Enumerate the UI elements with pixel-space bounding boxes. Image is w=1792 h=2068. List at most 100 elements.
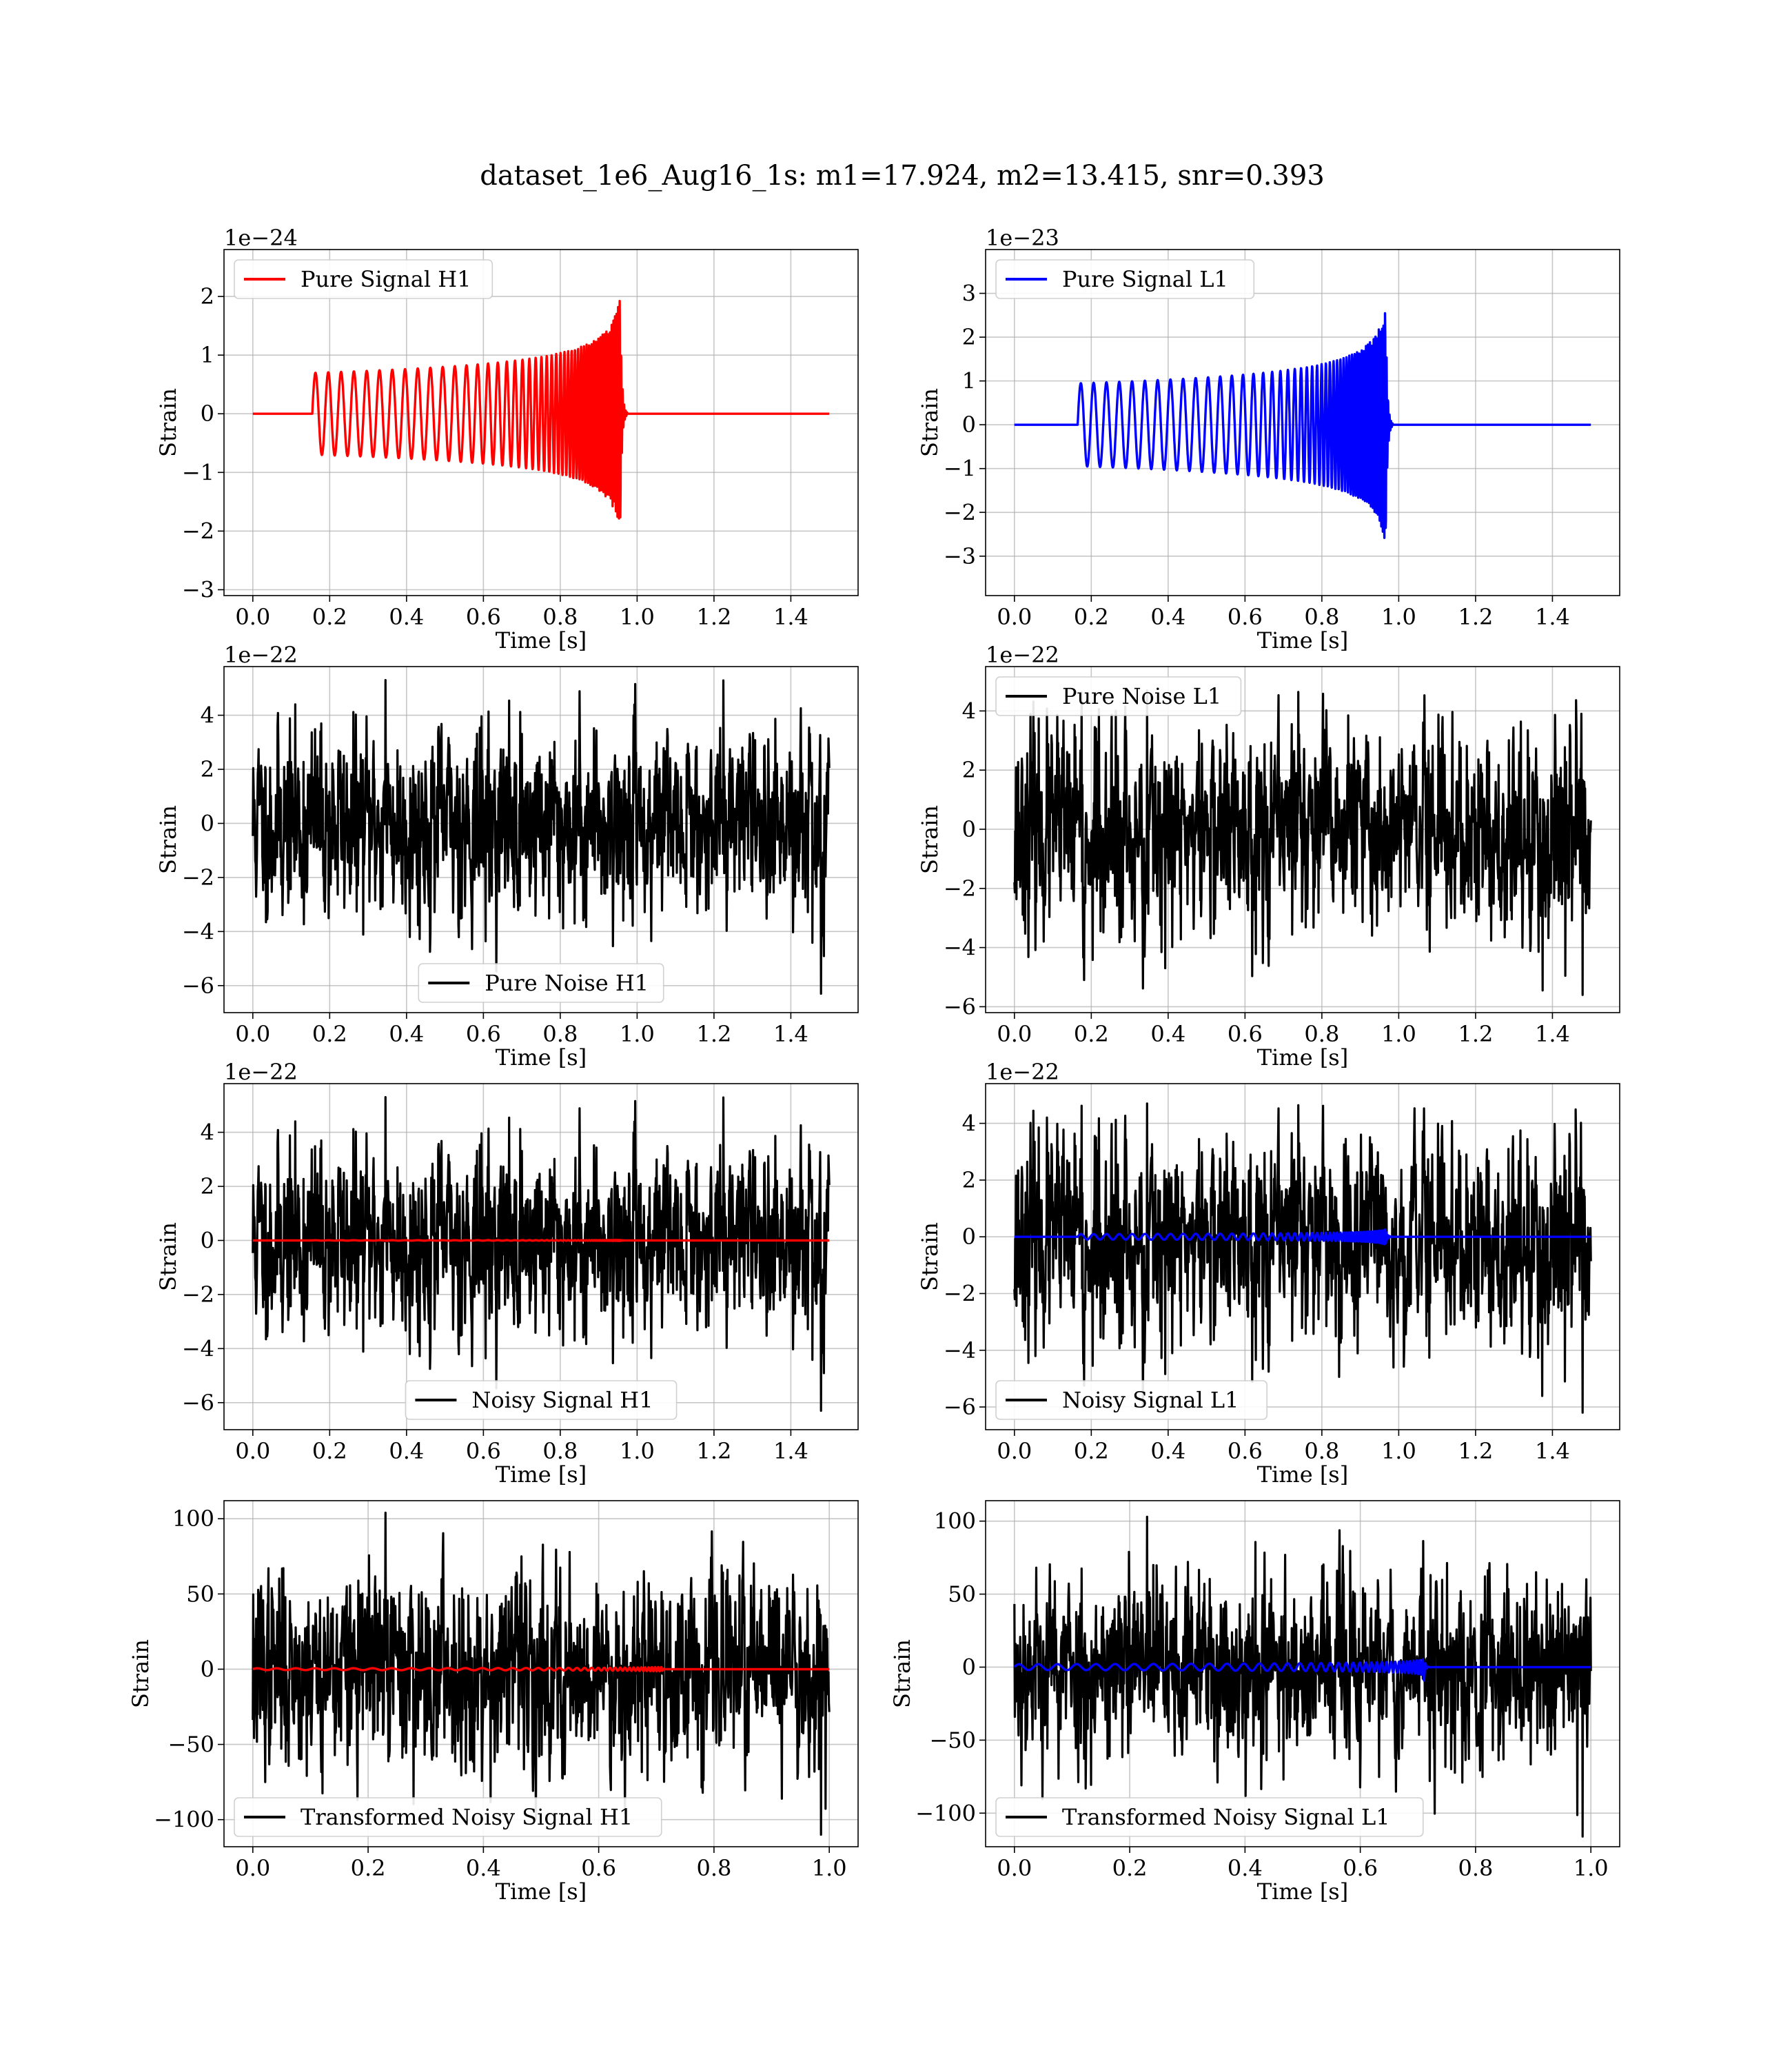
y-tick-label: −6 (182, 973, 214, 999)
y-tick-label: −50 (167, 1732, 214, 1758)
x-axis-label: Time [s] (496, 1461, 587, 1488)
legend: Transformed Noisy Signal L1 (995, 1797, 1424, 1837)
y-tick-label: −2 (944, 875, 976, 902)
y-tick-label: −100 (154, 1807, 214, 1833)
series-line-noisy-signal-h1 (252, 1096, 831, 1412)
y-tick-label: 0 (962, 816, 976, 842)
y-tick-label: 2 (962, 1167, 976, 1193)
x-tick-label: 0.6 (581, 1855, 616, 1881)
y-tick-label: −2 (182, 1281, 214, 1308)
y-offset-label: 1e−23 (986, 225, 1059, 251)
x-tick-label: 0.8 (696, 1855, 731, 1881)
series-line-transformed-signal-h1 (252, 1665, 831, 1673)
y-tick-label: 3 (962, 281, 976, 307)
y-axis-label: Strain (128, 1639, 154, 1708)
x-tick-label: 1.0 (1574, 1855, 1609, 1881)
y-tick-label: 0 (201, 1656, 214, 1682)
x-tick-label: 0.0 (235, 1438, 270, 1464)
x-tick-label: 0.6 (466, 1021, 501, 1047)
panel-noisy-signal-l1: 0.0 0.2 0.4 0.6 0.8 1.0 1.2 1.4 −6 −4 −2 0 2 4 Time [s… (917, 1059, 1620, 1488)
legend-label: Pure Noise L1 (1062, 683, 1221, 709)
y-tick-label: −2 (944, 499, 976, 525)
x-tick-label: 1.2 (696, 604, 731, 630)
x-tick-label: 0.0 (997, 1021, 1032, 1047)
x-tick-label: 0.4 (466, 1855, 501, 1881)
x-tick-label: 1.0 (1381, 604, 1416, 630)
x-tick-label: 0.8 (1304, 604, 1339, 630)
x-tick-label: 0.0 (235, 604, 270, 630)
y-tick-label: −4 (944, 1337, 976, 1364)
x-tick-label: 0.0 (997, 604, 1032, 630)
x-axis-label: Time [s] (496, 1044, 587, 1071)
x-tick-label: 1.4 (1535, 604, 1570, 630)
y-tick-label: −2 (182, 518, 214, 544)
x-tick-label: 0.2 (1074, 1438, 1109, 1464)
legend-label: Pure Noise H1 (485, 970, 649, 996)
y-tick-label: −4 (944, 935, 976, 961)
x-tick-label: 1.0 (620, 604, 655, 630)
x-tick-label: 0.2 (1074, 604, 1109, 630)
y-tick-label: 0 (201, 401, 214, 427)
x-axis-label: Time [s] (1257, 1461, 1348, 1488)
legend-box (995, 676, 1242, 716)
panel-pure-signal-h1: 0.0 0.2 0.4 0.6 0.8 1.0 1.2 1.4 −3 −2 −1 0 1 2 Time [s… (155, 225, 859, 653)
y-tick-label: 100 (934, 1508, 976, 1534)
x-tick-label: 0.6 (1228, 1021, 1263, 1047)
panel-transformed-noisy-signal-l1: 0.0 0.2 0.4 0.6 0.8 1.0 −100 −50 0 50 100 Time [s] S… (889, 1500, 1620, 1905)
y-tick-label: 1 (201, 342, 214, 368)
x-tick-label: 0.2 (1074, 1021, 1109, 1047)
y-tick-label: −2 (182, 864, 214, 891)
panel-transformed-noisy-signal-h1: 0.0 0.2 0.4 0.6 0.8 1.0 −100 −50 0 50 100 Time [s] S… (128, 1500, 859, 1905)
y-axis-label: Strain (889, 1639, 915, 1708)
y-axis-label: Strain (155, 1222, 181, 1291)
legend: Pure Signal H1 (234, 259, 493, 299)
legend-label: Noisy Signal L1 (1062, 1387, 1239, 1413)
y-offset-label: 1e−22 (986, 642, 1059, 668)
axes-frame (223, 1500, 859, 1847)
legend-box (405, 1380, 678, 1420)
x-axis-label: Time [s] (1257, 1878, 1348, 1905)
y-tick-label: 4 (962, 1111, 976, 1137)
x-axis-label: Time [s] (496, 627, 587, 653)
y-offset-label: 1e−22 (986, 1059, 1059, 1085)
x-tick-label: 0.6 (1343, 1855, 1378, 1881)
axes-frame (223, 249, 859, 596)
series-line-transformed-noisy-signal-h1 (252, 1511, 831, 1836)
x-tick-label: 0.2 (312, 604, 347, 630)
legend: Transformed Noisy Signal H1 (234, 1797, 662, 1837)
series-line-pure-noise-l1 (1013, 689, 1592, 996)
y-tick-label: −2 (944, 1280, 976, 1306)
x-tick-label: 0.2 (312, 1438, 347, 1464)
series-line-pure-signal-h1 (252, 300, 831, 520)
series-line-transformed-signal-l1 (1013, 1658, 1592, 1682)
x-tick-label: 0.0 (997, 1855, 1032, 1881)
y-tick-label: 2 (201, 1173, 214, 1199)
panel-pure-noise-h1: 0.0 0.2 0.4 0.6 0.8 1.0 1.2 1.4 −6 −4 −2 0 2 4 Time [s… (155, 642, 859, 1071)
legend-label: Transformed Noisy Signal H1 (301, 1804, 633, 1830)
x-tick-label: 1.2 (1458, 1021, 1493, 1047)
legend: Noisy Signal H1 (405, 1380, 678, 1420)
x-tick-label: 0.2 (1112, 1855, 1148, 1881)
x-tick-label: 1.0 (1381, 1021, 1416, 1047)
y-tick-label: 100 (172, 1506, 214, 1532)
y-tick-label: 1 (962, 368, 976, 394)
x-tick-label: 0.6 (1228, 1438, 1263, 1464)
y-tick-label: −4 (182, 1335, 214, 1361)
y-tick-label: 2 (962, 324, 976, 350)
y-tick-label: −50 (929, 1727, 976, 1753)
legend-label: Pure Signal H1 (301, 266, 471, 292)
y-offset-label: 1e−22 (224, 1059, 298, 1085)
y-tick-label: 0 (201, 810, 214, 836)
y-axis-label: Strain (917, 805, 943, 874)
x-tick-label: 1.0 (620, 1021, 655, 1047)
legend: Pure Signal L1 (995, 259, 1255, 299)
series-line-pure-signal-h1 (252, 1239, 831, 1242)
x-tick-label: 0.4 (389, 604, 424, 630)
x-tick-label: 0.8 (542, 604, 578, 630)
legend-label: Noisy Signal H1 (471, 1387, 653, 1413)
y-tick-label: 50 (186, 1581, 214, 1607)
axes-frame (223, 1083, 859, 1430)
x-tick-label: 0.0 (235, 1021, 270, 1047)
y-tick-label: −6 (182, 1390, 214, 1416)
x-tick-label: 1.2 (1458, 604, 1493, 630)
